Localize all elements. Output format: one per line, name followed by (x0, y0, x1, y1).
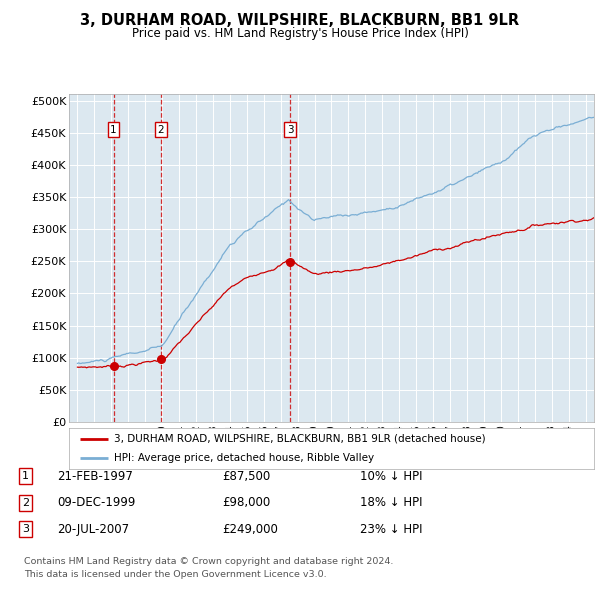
Text: £249,000: £249,000 (222, 523, 278, 536)
Text: 3: 3 (22, 525, 29, 534)
Text: 23% ↓ HPI: 23% ↓ HPI (360, 523, 422, 536)
Text: 21-FEB-1997: 21-FEB-1997 (57, 470, 133, 483)
Text: 3, DURHAM ROAD, WILPSHIRE, BLACKBURN, BB1 9LR: 3, DURHAM ROAD, WILPSHIRE, BLACKBURN, BB… (80, 13, 520, 28)
Text: Price paid vs. HM Land Registry's House Price Index (HPI): Price paid vs. HM Land Registry's House … (131, 27, 469, 40)
Text: 09-DEC-1999: 09-DEC-1999 (57, 496, 136, 509)
Text: 3, DURHAM ROAD, WILPSHIRE, BLACKBURN, BB1 9LR (detached house): 3, DURHAM ROAD, WILPSHIRE, BLACKBURN, BB… (113, 434, 485, 444)
Text: £87,500: £87,500 (222, 470, 270, 483)
Text: 2: 2 (22, 498, 29, 507)
Text: £98,000: £98,000 (222, 496, 270, 509)
Text: 3: 3 (287, 124, 293, 135)
Text: 1: 1 (110, 124, 117, 135)
Text: 2: 2 (158, 124, 164, 135)
Text: HPI: Average price, detached house, Ribble Valley: HPI: Average price, detached house, Ribb… (113, 453, 374, 463)
Text: Contains HM Land Registry data © Crown copyright and database right 2024.: Contains HM Land Registry data © Crown c… (24, 558, 394, 566)
Text: 20-JUL-2007: 20-JUL-2007 (57, 523, 129, 536)
Text: 1: 1 (22, 471, 29, 481)
Text: 18% ↓ HPI: 18% ↓ HPI (360, 496, 422, 509)
Text: This data is licensed under the Open Government Licence v3.0.: This data is licensed under the Open Gov… (24, 571, 326, 579)
Text: 10% ↓ HPI: 10% ↓ HPI (360, 470, 422, 483)
